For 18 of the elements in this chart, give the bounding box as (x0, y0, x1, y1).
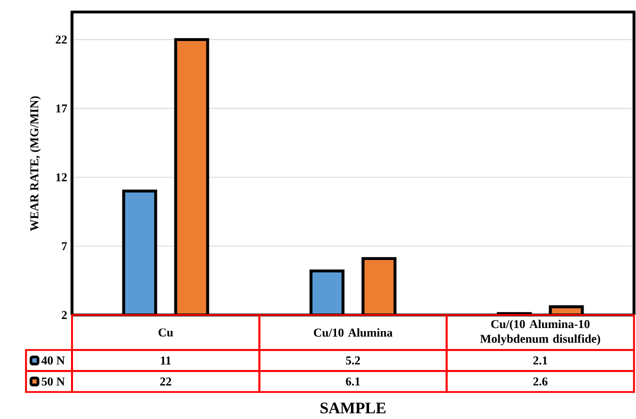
y-tick-label: 17 (56, 104, 67, 112)
y-axis-title: WEAR RATE, (MG/MIN) (30, 96, 41, 232)
y-tick-label: 7 (62, 242, 67, 250)
y-tick-label: 12 (56, 173, 67, 182)
legend-label: 50 N (42, 377, 65, 386)
data-label: 2.1 (533, 356, 548, 365)
x-tick-label: Cu/(10 Alumina-10 Molybdenum disulfide) (480, 320, 600, 346)
x-axis-title: SAMPLE (320, 402, 386, 414)
data-label: 11 (160, 356, 171, 364)
y-tick-label: 22 (56, 36, 67, 44)
data-label: 22 (160, 378, 172, 386)
legend-label: 40 N (41, 356, 65, 365)
data-label: 5.2 (346, 356, 360, 365)
y-tick-label: 2 (62, 311, 67, 319)
x-tick-label: Cu/10 Alumina (314, 328, 392, 337)
data-label: 6.1 (346, 377, 360, 386)
x-tick-label: Cu (158, 328, 174, 337)
data-label: 2.6 (533, 377, 548, 386)
